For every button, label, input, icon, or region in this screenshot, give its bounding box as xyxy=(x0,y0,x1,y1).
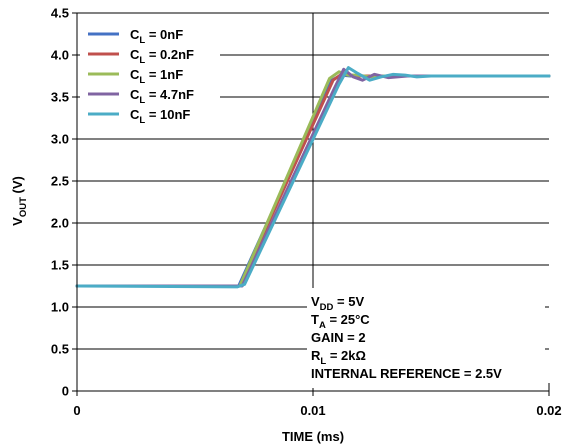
annotation-line-3: GAIN = 2 xyxy=(311,330,366,345)
y-tick-label: 4.5 xyxy=(51,6,69,21)
annotation-line-1: VDD = 5V xyxy=(311,294,364,313)
y-tick-label: 3.5 xyxy=(51,90,69,105)
legend-label-5: CL = 10nF xyxy=(130,107,190,126)
legend-label-4: CL = 4.7nF xyxy=(130,87,194,106)
x-tick-label: 0.02 xyxy=(536,403,561,418)
legend-label-2: CL = 0.2nF xyxy=(130,47,194,66)
series-line-5 xyxy=(75,66,551,289)
legend-label-1: CL = 0nF xyxy=(130,27,183,46)
series-group xyxy=(75,66,551,289)
y-tick-label: 2.5 xyxy=(51,174,69,189)
annotation-line-4: RL = 2kΩ xyxy=(311,348,366,367)
annotation-line-2: TA = 25°C xyxy=(311,312,370,331)
y-tick-label: 3.0 xyxy=(51,132,69,147)
y-tick-label: 0 xyxy=(62,384,69,399)
x-tick-label: 0 xyxy=(73,403,80,418)
y-tick-label: 0.5 xyxy=(51,342,69,357)
y-tick-label: 4.0 xyxy=(51,48,69,63)
y-tick-label: 1.5 xyxy=(51,258,69,273)
y-axis-title: VOUT (V) xyxy=(10,176,29,226)
x-axis-title: TIME (ms) xyxy=(282,429,344,444)
y-tick-label: 2.0 xyxy=(51,216,69,231)
annotation-box xyxy=(307,288,545,388)
annotation-line-5: INTERNAL REFERENCE = 2.5V xyxy=(311,366,502,381)
legend-label-3: CL = 1nF xyxy=(130,67,183,86)
tick-labels: 0 0.5 1.0 1.5 2.0 2.5 3.0 3.5 4.0 4.5 0 0.01 0.02 xyxy=(51,6,562,419)
y-tick-label: 1.0 xyxy=(51,300,69,315)
series-line-4 xyxy=(75,67,551,288)
x-tick-label: 0.01 xyxy=(300,403,325,418)
